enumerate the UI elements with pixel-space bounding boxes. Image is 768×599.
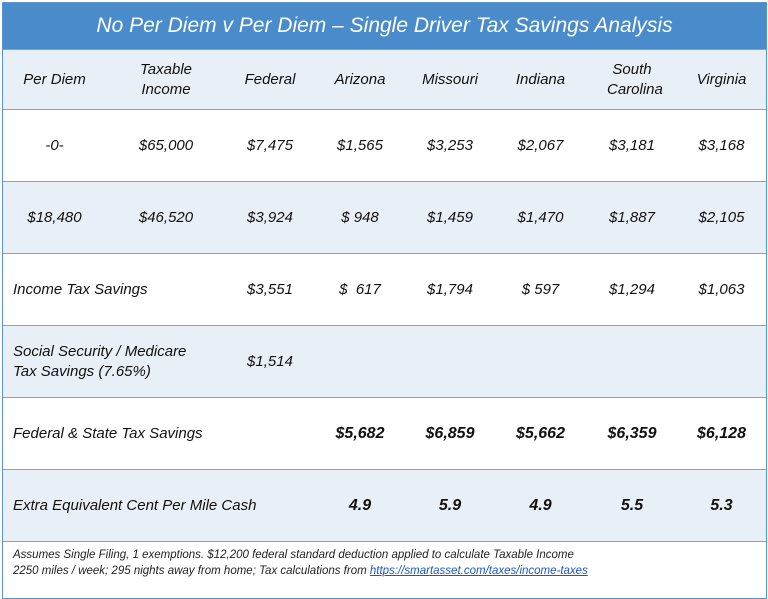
cell: $18,480 xyxy=(3,181,106,254)
cell: $1,459 xyxy=(406,181,494,254)
cell: $3,253 xyxy=(406,109,494,182)
cell: $3,551 xyxy=(226,253,314,326)
cell: $1,294 xyxy=(587,253,677,326)
cell: $3,924 xyxy=(226,181,314,254)
header-per-diem: Per Diem xyxy=(3,49,106,110)
footnote-line-1: Assumes Single Filing, 1 exemptions. $12… xyxy=(13,549,574,561)
cell: $3,168 xyxy=(677,109,766,182)
footnote: Assumes Single Filing, 1 exemptions. $12… xyxy=(3,541,766,598)
footnote-text: 2250 miles / week; 295 nights away from … xyxy=(13,565,370,577)
header-taxable-income: Taxable Income xyxy=(106,49,226,110)
header-missouri: Missouri xyxy=(406,49,494,110)
header-federal: Federal xyxy=(226,49,314,110)
cell: $6,359 xyxy=(587,397,677,470)
cell: $65,000 xyxy=(106,109,226,182)
cell: $6,859 xyxy=(406,397,494,470)
table-row-no-per-diem: -0- $65,000 $7,475 $1,565 $3,253 $2,067 … xyxy=(3,109,766,182)
table-row-fed-state-savings: Federal & State Tax Savings $5,682 $6,85… xyxy=(3,397,766,470)
cell: $1,470 xyxy=(494,181,587,254)
cell: $3,181 xyxy=(587,109,677,182)
cell: 5.9 xyxy=(406,469,494,541)
header-virginia: Virginia xyxy=(677,49,766,110)
footnote-line-2: 2250 miles / week; 295 nights away from … xyxy=(13,563,766,579)
cell: $1,794 xyxy=(406,253,494,326)
header-south-carolina: South Carolina xyxy=(587,49,677,110)
table-row-per-diem: $18,480 $46,520 $3,924 $ 948 $1,459 $1,4… xyxy=(3,181,766,254)
cell: $1,063 xyxy=(677,253,766,326)
cell: -0- xyxy=(3,109,106,182)
header-row: Per Diem Taxable Income Federal Arizona … xyxy=(3,49,766,110)
cell: $2,067 xyxy=(494,109,587,182)
table-row-cpm: Extra Equivalent Cent Per Mile Cash 4.9 … xyxy=(3,469,766,541)
row-label: Federal & State Tax Savings xyxy=(3,397,314,470)
cell: $7,475 xyxy=(226,109,314,182)
row-label: Social Security / Medicare Tax Savings (… xyxy=(3,325,226,398)
row-label: Income Tax Savings xyxy=(3,253,226,326)
cell: 5.3 xyxy=(677,469,766,541)
row-label: Extra Equivalent Cent Per Mile Cash xyxy=(3,469,314,541)
cell: 5.5 xyxy=(587,469,677,541)
cell: $5,662 xyxy=(494,397,587,470)
table-title: No Per Diem v Per Diem – Single Driver T… xyxy=(3,3,766,49)
cell: 4.9 xyxy=(494,469,587,541)
cell: $ 617 xyxy=(314,253,406,326)
cell: 4.9 xyxy=(314,469,406,541)
cell: $ 948 xyxy=(314,181,406,254)
cell: $6,128 xyxy=(677,397,766,470)
header-indiana: Indiana xyxy=(494,49,587,110)
table-row-income-tax-savings: Income Tax Savings $3,551 $ 617 $1,794 $… xyxy=(3,253,766,326)
smartasset-link[interactable]: https://smartasset.com/taxes/income-taxe… xyxy=(369,565,588,577)
cell: $5,682 xyxy=(314,397,406,470)
empty-cell xyxy=(314,325,766,398)
cell: $46,520 xyxy=(106,181,226,254)
cell: $2,105 xyxy=(677,181,766,254)
cell: $1,887 xyxy=(587,181,677,254)
header-arizona: Arizona xyxy=(314,49,406,110)
table-row-ss-medicare: Social Security / Medicare Tax Savings (… xyxy=(3,325,766,398)
cell: $1,565 xyxy=(314,109,406,182)
cell: $1,514 xyxy=(226,325,314,398)
cell: $ 597 xyxy=(494,253,587,326)
